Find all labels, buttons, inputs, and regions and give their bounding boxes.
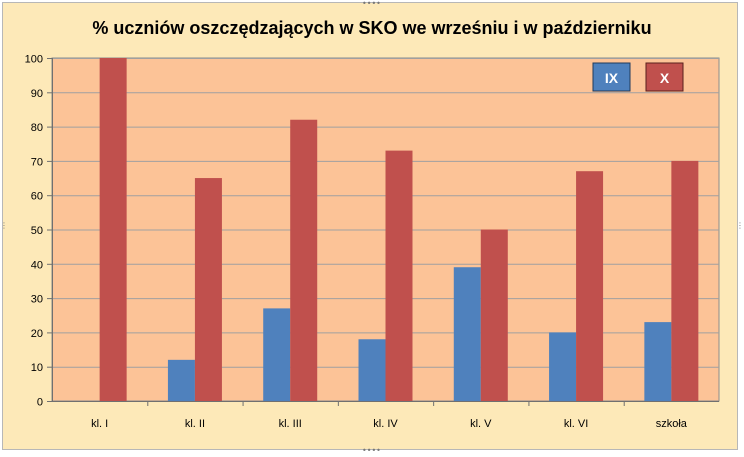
y-tick-label: 10: [31, 362, 43, 374]
y-tick-label: 80: [31, 122, 43, 134]
bar-x-4: [385, 150, 413, 401]
bar-x-2: [194, 178, 222, 401]
x-tick-label: kl. II: [185, 418, 205, 430]
bar-x-3: [290, 119, 318, 402]
resize-handle-right[interactable]: ⋮: [736, 221, 744, 230]
y-tick-label: 90: [31, 88, 43, 100]
bar-x-6: [576, 171, 604, 401]
legend-swatch-ix: [592, 62, 631, 92]
x-tick-label: kl. VI: [564, 418, 588, 430]
resize-handle-left[interactable]: ⋮: [0, 221, 8, 230]
x-tick-label: kl. IV: [373, 418, 398, 430]
x-tick-label: kl. I: [91, 418, 108, 430]
y-tick-label: 60: [31, 191, 43, 203]
bar-ix-3: [263, 308, 291, 401]
bar-ix-7: [644, 322, 672, 401]
y-tick-label: 30: [31, 294, 43, 306]
bar-x-5: [480, 229, 508, 401]
y-tick-label: 0: [37, 397, 43, 409]
bar-ix-6: [549, 332, 577, 401]
chart-title: % uczniów oszczędzających w SKO we wrześ…: [92, 18, 652, 38]
legend-swatch-x: [645, 62, 684, 92]
legend-label-x: X: [660, 70, 670, 86]
bar-ix-2: [167, 359, 195, 401]
legend-label-ix: IX: [605, 70, 619, 86]
y-tick-label: 50: [31, 225, 43, 237]
resize-handle-top[interactable]: ••••: [362, 0, 381, 8]
x-tick-label: kl. V: [470, 418, 492, 430]
bar-x-1: [99, 58, 127, 401]
x-tick-label: kl. III: [279, 418, 302, 430]
y-tick-label: 70: [31, 156, 43, 168]
bar-ix-4: [358, 339, 386, 401]
y-tick-label: 20: [31, 328, 43, 340]
y-tick-label: 40: [31, 259, 43, 271]
y-tick-label: 100: [25, 54, 43, 66]
resize-handle-bottom[interactable]: ••••: [362, 446, 381, 455]
bar-ix-5: [453, 267, 481, 401]
x-tick-label: szkoła: [656, 418, 688, 430]
bar-x-7: [671, 160, 699, 401]
